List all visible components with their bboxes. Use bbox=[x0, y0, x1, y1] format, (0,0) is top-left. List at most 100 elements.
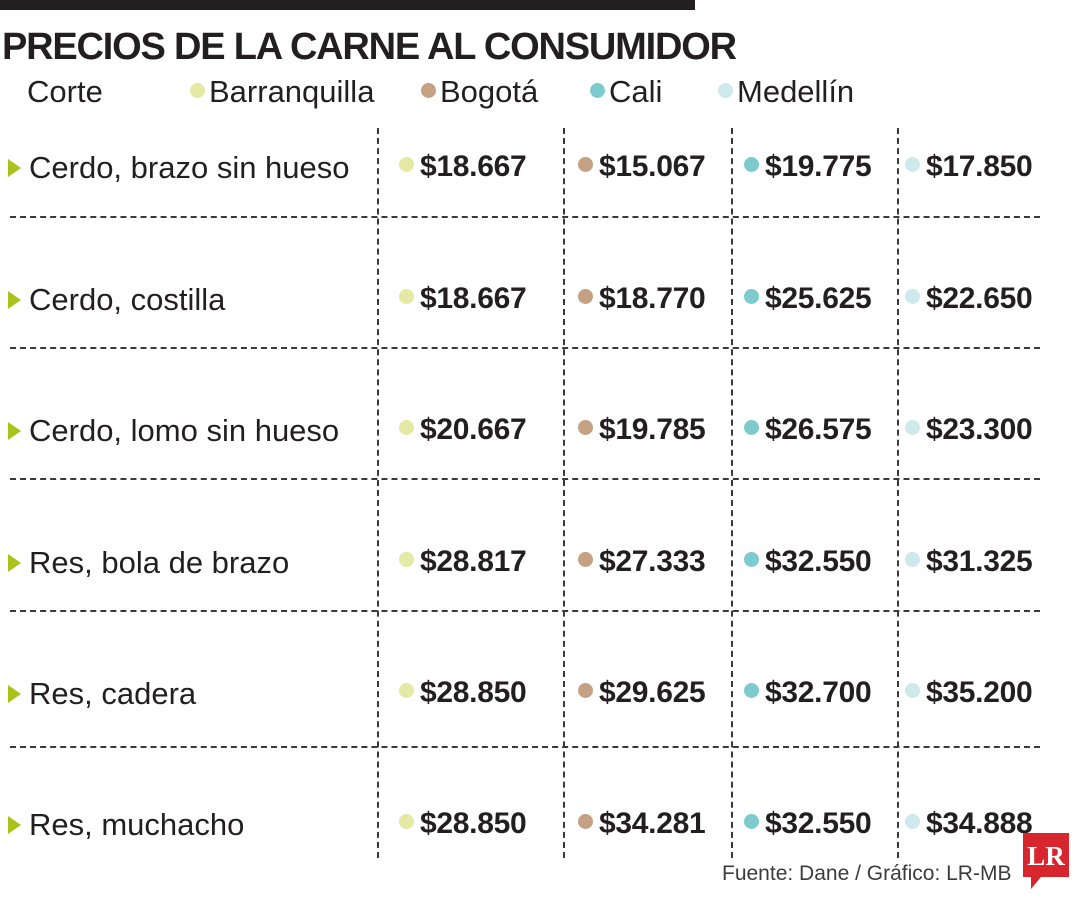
triangle-marker-icon bbox=[8, 554, 21, 572]
row-label: Res, muchacho bbox=[8, 807, 244, 843]
price-value: $20.667 bbox=[420, 413, 527, 446]
price-value: $25.625 bbox=[765, 282, 872, 315]
price-cell: $29.625 bbox=[578, 676, 706, 710]
row-label: Res, bola de brazo bbox=[8, 545, 289, 581]
price-cell: $18.667 bbox=[399, 282, 527, 316]
table-row: Cerdo, brazo sin hueso $18.667 $15.067 $19.… bbox=[0, 142, 1080, 202]
price-cell: $23.300 bbox=[905, 413, 1033, 447]
price-value: $34.281 bbox=[599, 807, 706, 840]
city-dot-icon bbox=[744, 289, 759, 304]
city-dot-icon bbox=[399, 289, 414, 304]
city-dot-icon bbox=[578, 683, 593, 698]
triangle-marker-icon bbox=[8, 159, 21, 177]
price-cell: $34.888 bbox=[905, 807, 1033, 841]
price-value: $17.850 bbox=[926, 150, 1033, 183]
price-value: $15.067 bbox=[599, 150, 706, 183]
row-divider bbox=[10, 347, 1040, 349]
price-cell: $18.667 bbox=[399, 150, 527, 184]
table-row: Res, cadera $28.850 $29.625 $32.700 $35.200 bbox=[0, 668, 1080, 728]
source-credit: Fuente: Dane / Gráfico: LR-MB bbox=[722, 862, 1012, 885]
city-dot-icon bbox=[744, 814, 759, 829]
city-dot-icon bbox=[399, 420, 414, 435]
city-dot-icon bbox=[578, 289, 593, 304]
price-value: $28.850 bbox=[420, 807, 527, 840]
price-value: $19.775 bbox=[765, 150, 872, 183]
row-label-text: Res, bola de brazo bbox=[29, 545, 290, 580]
table-row: Cerdo, lomo sin hueso $20.667 $19.785 $26.5… bbox=[0, 405, 1080, 465]
legend-dot-icon bbox=[718, 83, 733, 98]
price-value: $19.785 bbox=[599, 413, 706, 446]
price-value: $35.200 bbox=[926, 676, 1033, 709]
legend-item-bogota: Bogotá bbox=[421, 74, 538, 110]
row-label-text: Res, muchacho bbox=[29, 807, 245, 842]
price-value: $26.575 bbox=[765, 413, 872, 446]
legend-label: Medellín bbox=[737, 74, 855, 109]
price-value: $28.850 bbox=[420, 676, 527, 709]
table-row: Cerdo, costilla $18.667 $18.770 $25.625 $22.… bbox=[0, 274, 1080, 334]
price-cell: $35.200 bbox=[905, 676, 1033, 710]
city-dot-icon bbox=[905, 683, 920, 698]
city-dot-icon bbox=[399, 552, 414, 567]
city-dot-icon bbox=[744, 157, 759, 172]
price-value: $31.325 bbox=[926, 545, 1033, 578]
city-dot-icon bbox=[578, 157, 593, 172]
price-value: $22.650 bbox=[926, 282, 1033, 315]
price-value: $28.817 bbox=[420, 545, 527, 578]
svg-text:LR: LR bbox=[1027, 841, 1065, 871]
city-dot-icon bbox=[399, 157, 414, 172]
city-dot-icon bbox=[399, 683, 414, 698]
lr-logo-icon: LR bbox=[1023, 833, 1069, 889]
price-cell: $19.785 bbox=[578, 413, 706, 447]
row-divider bbox=[10, 478, 1040, 480]
city-dot-icon bbox=[744, 552, 759, 567]
city-dot-icon bbox=[578, 552, 593, 567]
price-cell: $20.667 bbox=[399, 413, 527, 447]
table-row: Res, bola de brazo $28.817 $27.333 $32.550 $… bbox=[0, 537, 1080, 597]
price-cell: $22.650 bbox=[905, 282, 1033, 316]
price-cell: $34.281 bbox=[578, 807, 706, 841]
row-divider bbox=[10, 746, 1040, 748]
price-value: $32.550 bbox=[765, 807, 872, 840]
row-label-text: Cerdo, brazo sin hueso bbox=[29, 150, 350, 185]
price-cell: $17.850 bbox=[905, 150, 1033, 184]
triangle-marker-icon bbox=[8, 422, 21, 440]
city-dot-icon bbox=[578, 814, 593, 829]
price-value: $18.667 bbox=[420, 150, 527, 183]
column-divider bbox=[563, 128, 565, 858]
top-rule bbox=[0, 0, 695, 10]
column-divider bbox=[897, 128, 899, 858]
price-cell: $28.817 bbox=[399, 545, 527, 579]
price-value: $23.300 bbox=[926, 413, 1033, 446]
legend-dot-icon bbox=[421, 83, 436, 98]
price-cell: $26.575 bbox=[744, 413, 872, 447]
legend-label: Bogotá bbox=[440, 74, 539, 109]
column-divider bbox=[731, 128, 733, 858]
legend-row-header: Corte bbox=[27, 74, 103, 109]
city-dot-icon bbox=[905, 814, 920, 829]
row-label-text: Cerdo, lomo sin hueso bbox=[29, 413, 340, 448]
row-divider bbox=[10, 216, 1040, 218]
city-dot-icon bbox=[905, 552, 920, 567]
chart-title: PRECIOS DE LA CARNE AL CONSUMIDOR bbox=[2, 26, 737, 68]
price-cell: $28.850 bbox=[399, 807, 527, 841]
price-cell: $31.325 bbox=[905, 545, 1033, 579]
legend-dot-icon bbox=[190, 83, 205, 98]
price-cell: $32.550 bbox=[744, 807, 872, 841]
price-cell: $25.625 bbox=[744, 282, 872, 316]
row-label: Cerdo, brazo sin hueso bbox=[8, 150, 350, 186]
triangle-marker-icon bbox=[8, 685, 21, 703]
legend-item-cali: Cali bbox=[590, 74, 662, 110]
row-label-text: Res, cadera bbox=[29, 676, 197, 711]
city-dot-icon bbox=[744, 420, 759, 435]
triangle-marker-icon bbox=[8, 291, 21, 309]
price-value: $34.888 bbox=[926, 807, 1033, 840]
legend-item-medellin: Medellín bbox=[718, 74, 854, 110]
city-dot-icon bbox=[905, 157, 920, 172]
legend-label: Cali bbox=[609, 74, 663, 109]
city-dot-icon bbox=[905, 420, 920, 435]
price-cell: $32.550 bbox=[744, 545, 872, 579]
price-cell: $19.775 bbox=[744, 150, 872, 184]
price-value: $18.667 bbox=[420, 282, 527, 315]
row-divider bbox=[10, 610, 1040, 612]
legend-item-barranquilla: Barranquilla bbox=[190, 74, 374, 110]
